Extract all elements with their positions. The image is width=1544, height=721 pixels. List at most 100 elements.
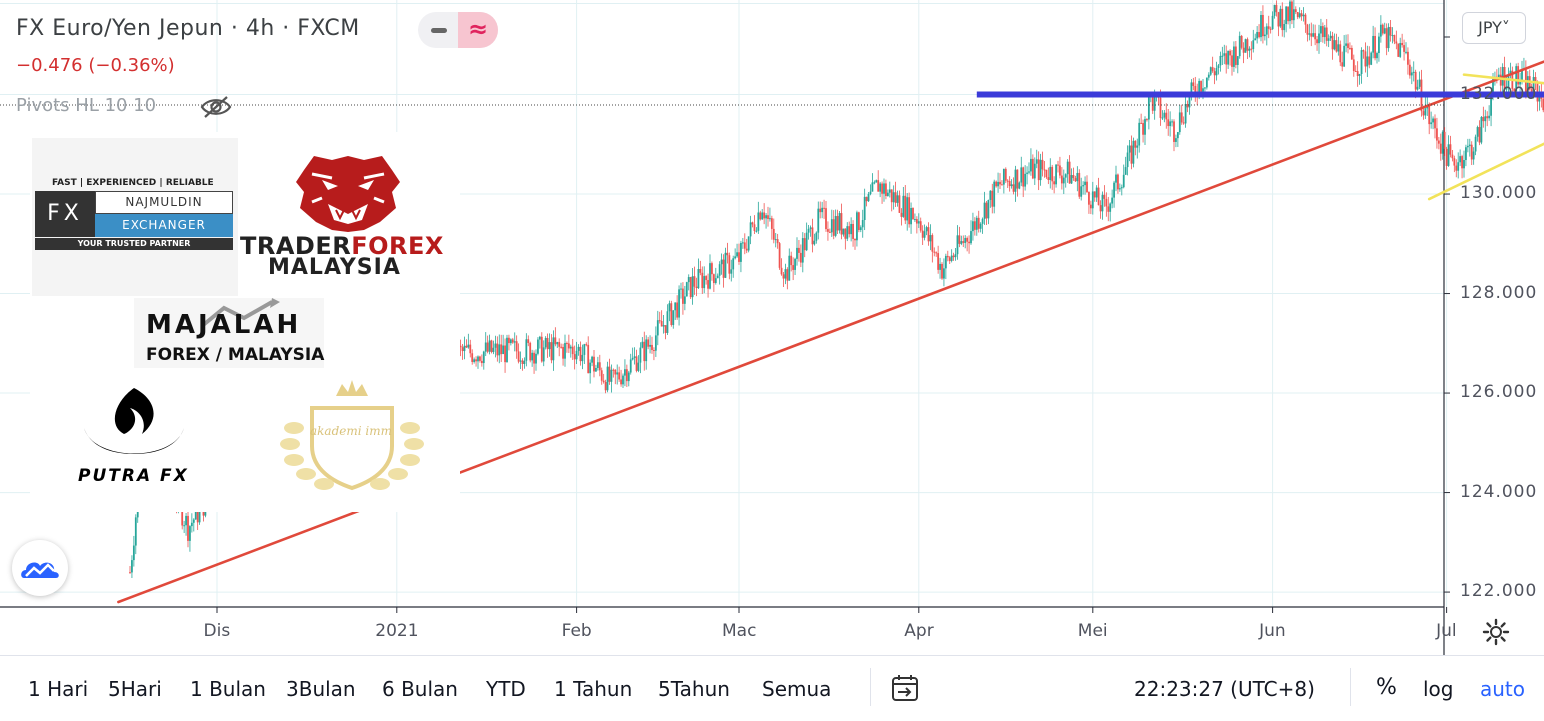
candle-body <box>1047 177 1050 180</box>
candle-body <box>904 195 907 221</box>
candle-body <box>676 302 679 318</box>
candle-body <box>697 269 700 289</box>
x-axis-label: Apr <box>904 621 934 641</box>
percent-scale-toggle[interactable]: % <box>1376 675 1397 700</box>
hide-eye-icon[interactable] <box>200 94 232 120</box>
candle-body <box>1070 175 1073 184</box>
range-button[interactable]: 5Hari <box>108 677 162 701</box>
candle-body <box>1211 67 1214 72</box>
candle-body <box>1022 167 1025 187</box>
candle-body <box>857 212 860 231</box>
range-button[interactable]: YTD <box>486 677 526 701</box>
candle-body <box>873 182 876 184</box>
candle-body <box>794 258 796 270</box>
chart-mode-toggle[interactable]: ≈ <box>418 12 498 48</box>
candle-body <box>1144 119 1146 135</box>
candle-body <box>1115 174 1117 183</box>
candle-body <box>1474 136 1477 152</box>
x-axis-label: Jun <box>1259 621 1286 641</box>
candle-body <box>788 255 791 281</box>
candle-body <box>944 255 947 269</box>
candle-body <box>1296 12 1299 18</box>
candle-body <box>1445 148 1448 166</box>
range-button[interactable]: 1 Bulan <box>190 677 266 701</box>
candle-body <box>1055 164 1057 185</box>
candle-body <box>1320 26 1322 34</box>
candle-body <box>1016 169 1019 189</box>
candle-body <box>1118 188 1121 190</box>
candle-body <box>1136 145 1139 148</box>
goto-date-calendar-icon[interactable] <box>890 673 920 703</box>
candle-body <box>693 276 696 287</box>
range-button[interactable]: 5Tahun <box>658 677 730 701</box>
candle-body <box>751 222 754 225</box>
minus-icon[interactable] <box>418 12 458 48</box>
auto-scale-toggle[interactable]: auto <box>1480 677 1526 701</box>
log-scale-toggle[interactable]: log <box>1423 677 1454 701</box>
candle-body <box>1447 144 1450 166</box>
candle-body <box>1031 158 1034 179</box>
candle-body <box>1381 24 1384 34</box>
candle-body <box>1176 132 1179 139</box>
candle-body <box>844 228 847 239</box>
candle-body <box>490 340 493 353</box>
candle-body <box>1277 12 1280 27</box>
candle-body <box>1294 9 1297 13</box>
candle-body <box>900 212 903 217</box>
candle-body <box>1126 152 1129 168</box>
candle-body <box>1238 35 1241 57</box>
range-button[interactable]: 1 Hari <box>28 677 89 701</box>
candle-body <box>579 346 582 362</box>
candle-body <box>602 380 605 383</box>
crest-logo-text: akademi imm <box>310 424 392 438</box>
candle-body <box>484 342 487 352</box>
candle-body <box>691 276 694 298</box>
candle-body <box>856 212 858 241</box>
candle-body <box>610 369 613 382</box>
drawing-triangle-lower-line[interactable] <box>1427 85 1544 201</box>
candle-body <box>1200 80 1202 92</box>
wave-icon[interactable]: ≈ <box>458 12 498 48</box>
candle-body <box>1430 122 1433 125</box>
candle-body <box>906 197 909 221</box>
logo-name-exchanger: EXCHANGER <box>95 214 233 237</box>
range-button[interactable]: 3Bulan <box>286 677 356 701</box>
candle-body <box>1242 47 1245 53</box>
range-button[interactable]: 1 Tahun <box>554 677 633 701</box>
candle-body <box>896 195 899 203</box>
symbol-title[interactable]: FX Euro/Yen Jepun · 4h · FXCM <box>16 16 360 41</box>
candle-body <box>956 235 959 255</box>
candle-body <box>1289 1 1291 22</box>
range-button[interactable]: 6 Bulan <box>382 677 458 701</box>
candle-body <box>183 525 186 527</box>
candle-body <box>1267 26 1270 29</box>
drawing-triangle-upper-line[interactable] <box>1462 73 1544 95</box>
candle-body <box>627 372 630 382</box>
currency-selector[interactable]: JPY˅ <box>1462 12 1526 44</box>
candle-body <box>931 235 934 252</box>
candle-body <box>488 340 491 352</box>
x-axis-label: Feb <box>561 621 592 641</box>
candle-body <box>910 208 912 225</box>
candle-body <box>1484 116 1487 122</box>
indicator-label[interactable]: Pivots HL 10 10 <box>16 95 157 116</box>
candle-body <box>643 341 646 362</box>
settings-gear-icon[interactable] <box>1482 618 1510 646</box>
candle-body <box>1068 161 1071 184</box>
candle-body <box>1082 185 1085 187</box>
candle-body <box>639 347 642 363</box>
candle-body <box>1339 44 1342 63</box>
candle-body <box>1302 14 1305 17</box>
candle-body <box>587 344 590 374</box>
time-clock[interactable]: 22:23:27 (UTC+8) <box>1134 677 1315 701</box>
candle-body <box>921 230 924 238</box>
candle-body <box>1134 140 1137 148</box>
candle-body <box>1292 9 1295 21</box>
x-axis-label: Jul <box>1436 621 1457 641</box>
candle-body <box>1227 50 1230 65</box>
candle-body <box>647 339 650 347</box>
candle-body <box>192 519 195 523</box>
candle-body <box>983 202 986 219</box>
range-button[interactable]: Semua <box>762 677 832 701</box>
tradingview-cloud-button[interactable] <box>12 540 68 596</box>
